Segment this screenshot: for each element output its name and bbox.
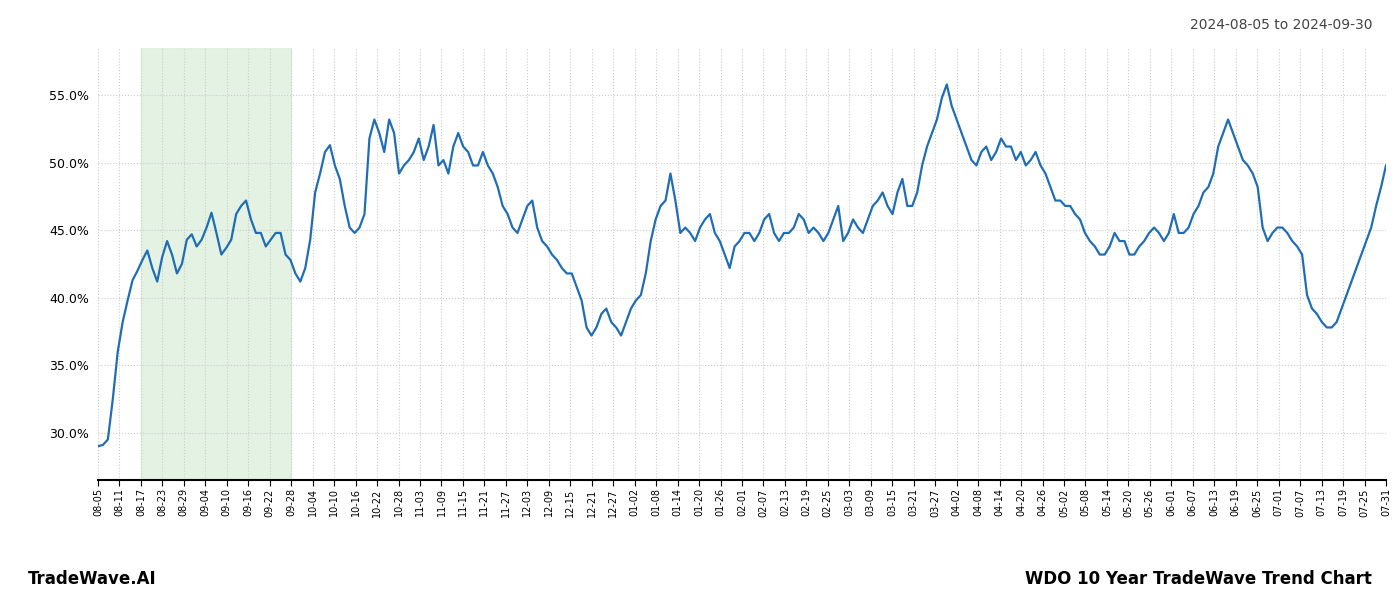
Text: TradeWave.AI: TradeWave.AI	[28, 570, 157, 588]
Text: WDO 10 Year TradeWave Trend Chart: WDO 10 Year TradeWave Trend Chart	[1025, 570, 1372, 588]
Bar	[141, 48, 291, 480]
Text: 2024-08-05 to 2024-09-30: 2024-08-05 to 2024-09-30	[1190, 18, 1372, 32]
